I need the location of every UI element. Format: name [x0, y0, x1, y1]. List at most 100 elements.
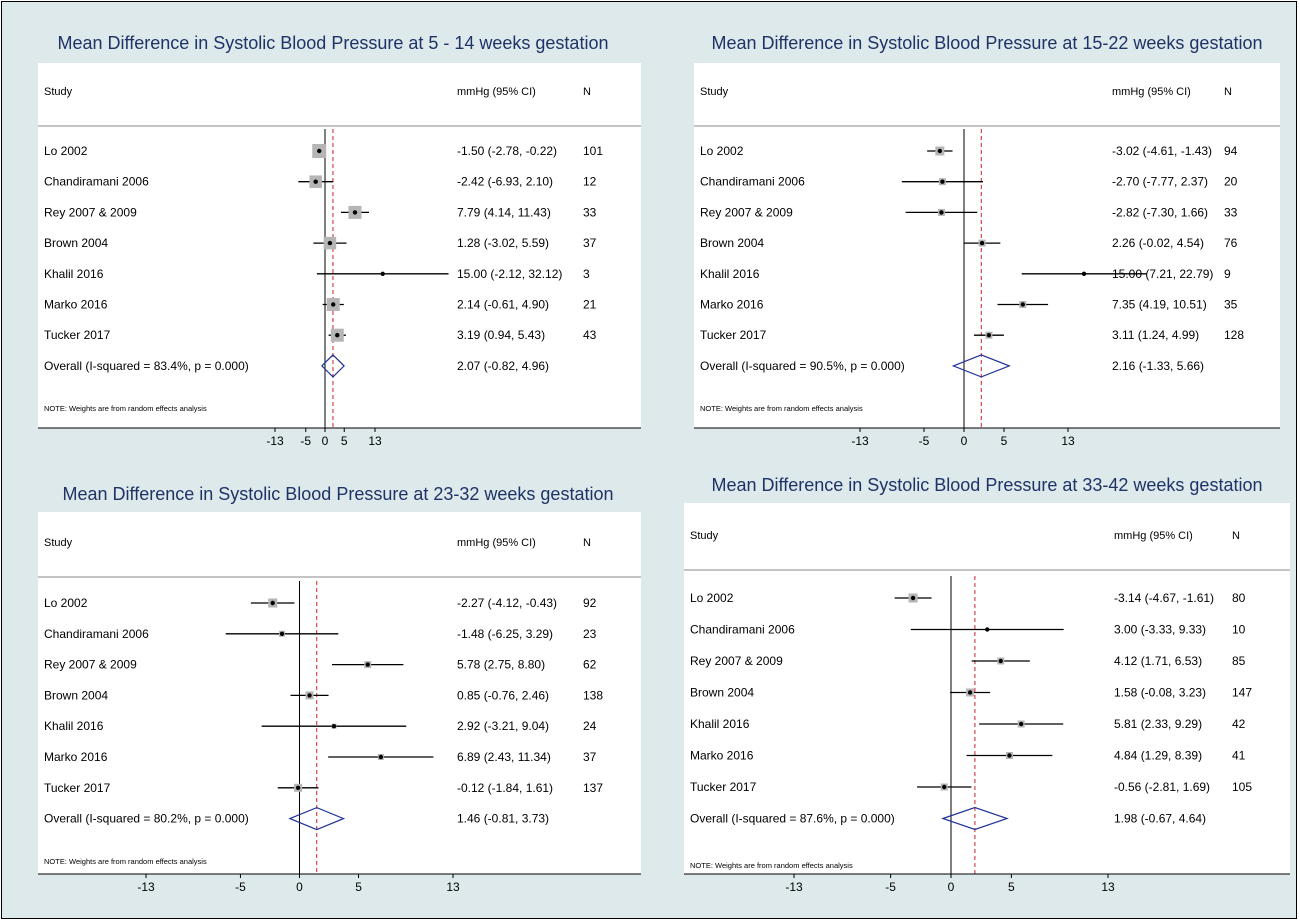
- header-ci: mmHg (95% CI): [1114, 530, 1193, 542]
- study-label: Rey 2007 & 2009: [690, 654, 783, 668]
- overall-label: Overall (I-squared = 90.5%, p = 0.000): [700, 359, 905, 373]
- study-label: Tucker 2017: [44, 781, 111, 795]
- x-tick-label: 0: [961, 434, 968, 448]
- study-ci-text: 7.79 (4.14, 11.43): [457, 205, 551, 219]
- study-ci-text: -2.27 (-4.12, -0.43): [457, 596, 557, 610]
- overall-label: Overall (I-squared = 83.4%, p = 0.000): [44, 359, 249, 373]
- study-label: Marko 2016: [44, 750, 108, 764]
- study-ci-text: 15.00 (-2.12, 32.12): [457, 267, 562, 281]
- study-label: Brown 2004: [700, 236, 764, 250]
- header-n: N: [1224, 86, 1232, 98]
- study-ci-text: -3.14 (-4.67, -1.61): [1114, 591, 1214, 605]
- overall-label: Overall (I-squared = 87.6%, p = 0.000): [690, 812, 895, 826]
- study-n: 23: [583, 627, 597, 641]
- study-ci-text: 0.85 (-0.76, 2.46): [457, 688, 549, 702]
- overall-ci-text: 2.16 (-1.33, 5.66): [1112, 359, 1204, 373]
- study-ci-text: -3.02 (-4.61, -1.43): [1112, 144, 1212, 158]
- study-n: 92: [583, 596, 597, 610]
- study-ci-text: 3.19 (0.94, 5.43): [457, 328, 545, 342]
- study-n: 20: [1224, 175, 1238, 189]
- x-tick-label: 0: [948, 880, 955, 894]
- overall-label: Overall (I-squared = 80.2%, p = 0.000): [44, 812, 249, 826]
- study-ci-text: 2.92 (-3.21, 9.04): [457, 719, 549, 733]
- study-point: [998, 658, 1003, 664]
- study-label: Chandiramani 2006: [690, 623, 795, 637]
- chart-title: Mean Difference in Systolic Blood Pressu…: [712, 475, 1263, 495]
- study-ci-text: -0.12 (-1.84, 1.61): [457, 781, 553, 795]
- x-tick-label: 5: [1001, 434, 1008, 448]
- study-n: 41: [1232, 749, 1246, 763]
- study-ci-text: -0.56 (-2.81, 1.69): [1114, 780, 1210, 794]
- plot-area: [694, 63, 1280, 428]
- study-n: 62: [583, 658, 597, 672]
- header-study: Study: [690, 530, 719, 542]
- study-label: Tucker 2017: [700, 328, 767, 342]
- study-point: [986, 333, 992, 338]
- study-label: Khalil 2016: [700, 267, 760, 281]
- study-point: [380, 271, 385, 276]
- study-n: 43: [583, 328, 597, 342]
- x-tick-label: 13: [446, 880, 460, 894]
- study-label: Khalil 2016: [44, 719, 104, 733]
- study-ci-text: 2.26 (-0.02, 4.54): [1112, 236, 1204, 250]
- study-n: 3: [583, 267, 590, 281]
- chart-title: Mean Difference in Systolic Blood Pressu…: [63, 484, 614, 504]
- study-point: [937, 148, 943, 154]
- x-tick-label: 13: [1101, 880, 1115, 894]
- x-tick-label: -5: [885, 880, 896, 894]
- x-tick-label: -5: [919, 434, 930, 448]
- x-tick-label: 5: [355, 880, 362, 894]
- study-n: 35: [1224, 298, 1238, 312]
- study-label: Brown 2004: [44, 236, 108, 250]
- study-point: [335, 333, 340, 338]
- study-point: [279, 631, 285, 636]
- study-n: 42: [1232, 717, 1246, 731]
- study-point: [307, 693, 312, 698]
- header-study: Study: [44, 537, 73, 549]
- study-label: Lo 2002: [44, 144, 88, 158]
- study-ci-text: 2.14 (-0.61, 4.90): [457, 298, 549, 312]
- forest-panel-1: Mean Difference in Systolic Blood Pressu…: [38, 33, 641, 448]
- overall-ci-text: 1.46 (-0.81, 3.73): [457, 812, 549, 826]
- x-tick-label: -13: [851, 434, 869, 448]
- header-study: Study: [700, 86, 729, 98]
- study-ci-text: -1.48 (-6.25, 3.29): [457, 627, 553, 641]
- study-point: [979, 240, 985, 246]
- study-n: 101: [583, 144, 603, 158]
- study-ci-text: 3.00 (-3.33, 9.33): [1114, 623, 1206, 637]
- study-n: 137: [583, 781, 603, 795]
- study-label: Chandiramani 2006: [44, 175, 149, 189]
- study-ci-text: 1.58 (-0.08, 3.23): [1114, 686, 1206, 700]
- study-label: Rey 2007 & 2009: [700, 205, 793, 219]
- study-point: [1081, 271, 1087, 276]
- weights-note: NOTE: Weights are from random effects an…: [44, 404, 207, 413]
- study-point: [942, 784, 947, 790]
- study-label: Rey 2007 & 2009: [44, 658, 137, 672]
- study-n: 128: [1224, 328, 1244, 342]
- study-n: 37: [583, 236, 597, 250]
- forest-panel-4: Mean Difference in Systolic Blood Pressu…: [684, 475, 1290, 894]
- study-n: 12: [583, 175, 597, 189]
- study-n: 21: [583, 298, 597, 312]
- study-point: [270, 600, 275, 606]
- overall-diamond: [288, 806, 346, 831]
- header-ci: mmHg (95% CI): [1112, 86, 1191, 98]
- study-n: 85: [1232, 654, 1246, 668]
- header-ci: mmHg (95% CI): [457, 86, 536, 98]
- x-tick-label: -13: [785, 880, 803, 894]
- study-label: Chandiramani 2006: [44, 627, 149, 641]
- x-tick-label: 13: [368, 434, 382, 448]
- weights-note: NOTE: Weights are from random effects an…: [44, 857, 207, 866]
- study-label: Khalil 2016: [44, 267, 104, 281]
- study-n: 33: [583, 205, 597, 219]
- x-tick-label: -13: [266, 434, 284, 448]
- study-n: 10: [1232, 623, 1246, 637]
- study-label: Brown 2004: [44, 688, 108, 702]
- study-point: [939, 210, 944, 215]
- study-point: [295, 785, 301, 790]
- overall-ci-text: 2.07 (-0.82, 4.96): [457, 359, 549, 373]
- study-n: 138: [583, 688, 603, 702]
- study-ci-text: 6.89 (2.43, 11.34): [457, 750, 551, 764]
- study-point: [1018, 721, 1024, 727]
